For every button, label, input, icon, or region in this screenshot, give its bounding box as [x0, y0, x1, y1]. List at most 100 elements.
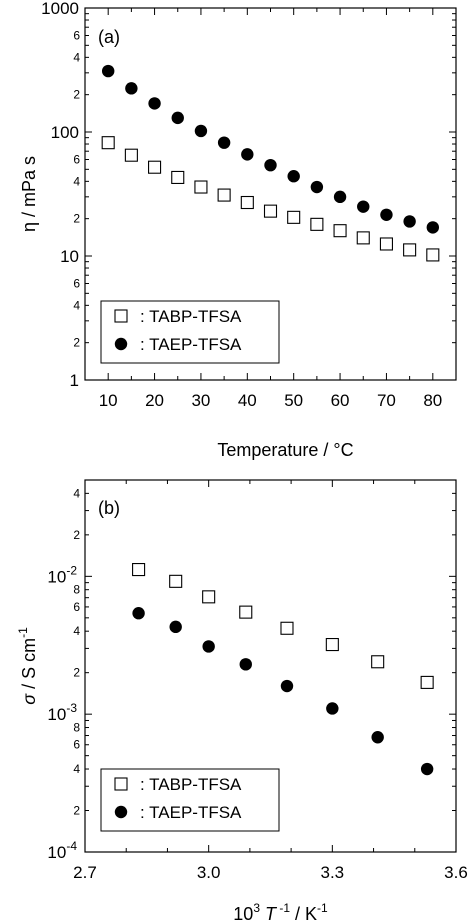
taep-data-point [125, 82, 138, 95]
tabp-data-point [287, 210, 301, 224]
y-minor-tick-label: 6 [73, 153, 80, 167]
tabp-data-point [420, 675, 434, 689]
taep-data-point [239, 658, 252, 671]
x-tick-label: 70 [377, 391, 396, 410]
taep-data-point [217, 136, 231, 149]
taep-data-point [202, 640, 215, 653]
y-minor-tick-label: 4 [73, 174, 80, 188]
y-tick-label: 10-2 [47, 563, 77, 586]
tabp-data-point [132, 563, 146, 577]
y-minor-tick-label: 8 [73, 583, 80, 597]
taep-data-point [241, 148, 254, 161]
taep-data-point [380, 208, 393, 221]
x-tick-label: 80 [423, 391, 442, 410]
taep-data-point [194, 124, 208, 138]
panel-a-viscosity-chart: 10 20 30 40 50 60 70 80 2 4 6 2 4 6 2 4 6 1 10 100 1000 (a) Te… [19, 0, 457, 460]
x-tick-label: 30 [191, 391, 210, 410]
tabp-data-point [371, 655, 385, 669]
taep-data-point [287, 170, 300, 183]
y-minor-tick-label: 8 [73, 721, 80, 735]
taep-data-point [403, 215, 416, 228]
x-tick-label: 20 [145, 391, 164, 410]
x-tick-label: 3.6 [444, 863, 468, 882]
y-axis-title: σ / S cm-1 [16, 627, 39, 705]
legend-marker-taep [114, 805, 128, 819]
y-minor-tick-label: 4 [73, 624, 80, 638]
y-minor-tick-label: 6 [73, 738, 80, 752]
taep-data-point [333, 190, 347, 204]
panel-label: (a) [98, 27, 120, 47]
taep-data-point [420, 762, 434, 776]
y-tick-label: 100 [51, 123, 79, 142]
y-minor-tick-label: 2 [73, 336, 80, 350]
y-minor-tick-label: 4 [73, 298, 80, 312]
tabp-data-point [426, 248, 440, 262]
legend-marker-tabp [114, 309, 128, 323]
tabp-data-point [333, 224, 347, 238]
y-minor-tick-label: 2 [73, 528, 80, 542]
taep-data-point [148, 97, 161, 110]
y-tick-label: 10 [60, 247, 79, 266]
taep-data-point [169, 620, 182, 634]
legend-box [100, 768, 280, 832]
taep-data-point [132, 607, 145, 620]
tabp-data-point [169, 574, 183, 588]
y-tick-label: 1000 [41, 0, 79, 18]
y-minor-tick-label: 6 [73, 29, 80, 43]
tabp-data-point [280, 621, 294, 635]
y-minor-tick-label: 2 [73, 804, 80, 818]
x-tick-label: 10 [99, 391, 118, 410]
y-minor-tick-label: 6 [73, 600, 80, 614]
y-axis-title: η / mPa s [19, 156, 39, 232]
plot-frame [84, 479, 457, 853]
tabp-data-point [202, 590, 216, 604]
taep-data-point [371, 731, 384, 744]
taep-data-point [426, 221, 440, 234]
legend-label-taep: : TAEP-TFSA [140, 335, 242, 354]
legend-label-taep: : TAEP-TFSA [140, 803, 242, 822]
tabp-data-point [194, 180, 208, 194]
taep-data-point [357, 200, 370, 213]
tabp-data-point [148, 160, 162, 174]
panel-label: (b) [98, 498, 120, 518]
y-tick-label: 10-3 [47, 701, 77, 724]
tabp-data-point [101, 136, 115, 150]
legend: : TABP-TFSA : TAEP-TFSA [100, 768, 280, 832]
x-tick-label: 3.3 [321, 863, 345, 882]
y-minor-tick-label: 4 [73, 762, 80, 776]
x-tick-label: 50 [284, 391, 303, 410]
x-tick-label: 3.0 [197, 863, 221, 882]
tabp-data-point [239, 605, 253, 619]
legend: : TABP-TFSA : TAEP-TFSA [100, 300, 280, 364]
legend-marker-tabp [114, 777, 128, 791]
y-minor-tick-label: 2 [73, 666, 80, 680]
x-axis-title: Temperature / °C [217, 440, 353, 460]
tabp-data-point [240, 195, 254, 210]
legend-label-tabp: : TABP-TFSA [140, 307, 242, 326]
x-axis-title: 103 T -1 / K-1 [233, 901, 328, 922]
tabp-data-point [263, 204, 278, 218]
legend-marker-taep [114, 337, 128, 351]
y-minor-tick-label: 4 [73, 50, 80, 64]
tabp-data-point [356, 231, 370, 245]
taep-data-point [171, 111, 184, 125]
taep-data-point [101, 64, 115, 78]
y-minor-tick-label: 6 [73, 277, 80, 291]
taep-data-point [264, 158, 277, 172]
tabp-data-point [171, 170, 185, 184]
y-minor-tick-label: 4 [73, 486, 80, 500]
legend-label-tabp: : TABP-TFSA [140, 775, 242, 794]
tabp-data-point [379, 237, 393, 251]
x-tick-label: 60 [331, 391, 350, 410]
panel-b-conductivity-chart: 2.7 3.0 3.3 3.6 2 4 6 8 2 4 6 8 2 4 10-2 10-3 10-4 (b) 103… [16, 479, 468, 922]
tabp-data-point [403, 243, 417, 257]
x-tick-label: 2.7 [73, 863, 97, 882]
x-tick-label: 40 [238, 391, 257, 410]
tabp-data-point [217, 188, 231, 202]
tabp-data-point [310, 217, 324, 231]
taep-data-point [326, 702, 339, 715]
legend-box [100, 300, 280, 364]
taep-data-point [310, 180, 324, 194]
tabp-data-point [124, 148, 138, 162]
